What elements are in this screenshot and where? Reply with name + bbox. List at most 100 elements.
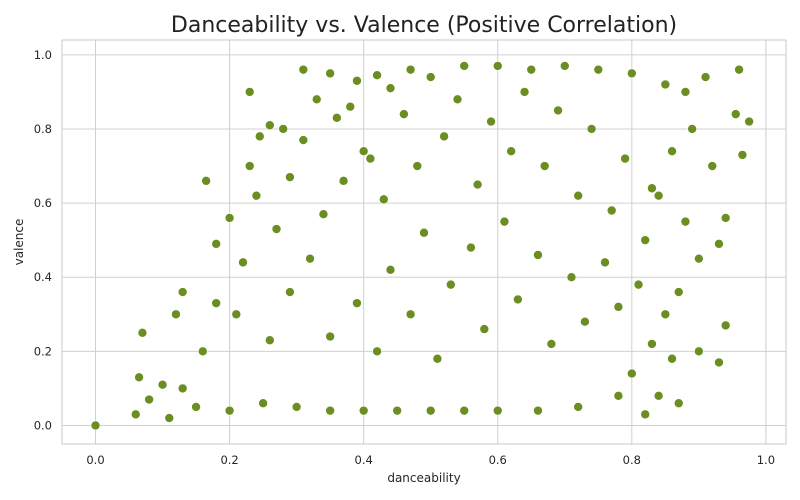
scatter-point	[439, 131, 449, 142]
scatter-point	[734, 64, 744, 75]
scatter-point	[673, 398, 684, 409]
scatter-point	[201, 176, 211, 186]
scatter-point	[305, 253, 315, 264]
scatter-point	[338, 176, 349, 186]
scatter-point	[144, 394, 154, 405]
scatter-point	[130, 409, 141, 420]
x-tick-label: 0.2	[220, 453, 238, 467]
scatter-point	[265, 335, 275, 346]
scatter-point	[425, 405, 436, 416]
x-tick-label: 0.0	[86, 453, 104, 467]
y-axis-label: valence	[12, 219, 26, 266]
scatter-point	[385, 264, 396, 275]
scatter-point	[714, 239, 724, 249]
scatter-point	[385, 83, 396, 93]
scatter-point	[519, 87, 530, 97]
scatter-point	[134, 372, 144, 383]
scatter-point	[311, 94, 322, 105]
scatter-point	[211, 298, 221, 308]
scatter-point	[365, 153, 376, 164]
x-tick-label: 1.0	[757, 453, 775, 467]
scatter-point	[600, 257, 610, 268]
scatter-point	[479, 324, 490, 334]
scatter-point	[680, 216, 691, 227]
scatter-point	[271, 224, 282, 234]
scatter-point	[640, 409, 651, 420]
x-tick-label: 0.4	[355, 453, 373, 467]
scatter-point	[425, 72, 436, 82]
x-axis-label: danceability	[387, 471, 460, 485]
scatter-point	[627, 368, 637, 379]
scatter-point	[157, 379, 168, 390]
scatter-point	[627, 68, 637, 79]
scatter-point	[633, 279, 644, 290]
scatter-point	[593, 64, 604, 75]
scatter-point	[171, 309, 181, 320]
scatter-point	[472, 179, 483, 190]
scatter-point	[573, 190, 583, 201]
scatter-point	[492, 405, 503, 416]
scatter-point	[730, 109, 741, 119]
y-tick-label: 1.0	[34, 48, 52, 62]
x-tick-label: 0.6	[489, 453, 507, 467]
scatter-point	[660, 309, 671, 320]
scatter-point	[345, 101, 356, 112]
scatter-point	[499, 216, 510, 227]
scatter-point	[647, 339, 657, 349]
scatter-point	[244, 87, 255, 97]
scatter-point	[392, 405, 402, 416]
scatter-point	[325, 405, 335, 416]
chart-title: Danceability vs. Valence (Positive Corre…	[171, 13, 677, 38]
scatter-point	[700, 72, 711, 82]
scatter-point	[737, 150, 748, 160]
scatter-point	[660, 79, 671, 90]
y-tick-label: 0.8	[34, 122, 52, 136]
scatter-point	[358, 405, 369, 416]
scatter-point	[224, 405, 235, 416]
scatter-point	[197, 346, 208, 357]
scatter-point	[332, 113, 342, 123]
scatter-point	[405, 64, 416, 75]
y-tick-label: 0.6	[34, 196, 52, 210]
scatter-point	[419, 227, 429, 238]
scatter-point	[258, 398, 268, 409]
scatter-point	[694, 253, 704, 264]
scatter-point	[254, 131, 265, 142]
scatter-point	[177, 383, 188, 394]
scatter-point	[539, 161, 550, 171]
scatter-point	[647, 183, 657, 194]
scatter-point	[573, 402, 583, 412]
scatter-point	[325, 331, 335, 342]
scatter-point	[177, 287, 188, 297]
scatter-point	[606, 205, 617, 216]
scatter-point	[546, 339, 557, 349]
scatter-point	[318, 209, 329, 220]
scatter-point	[231, 309, 242, 320]
scatter-point	[224, 213, 235, 223]
scatter-point	[667, 146, 677, 156]
x-axis-ticks: 0.0 0.2 0.4 0.6 0.8 1.0	[86, 453, 775, 467]
scatter-point	[744, 116, 754, 127]
scatter-point	[506, 146, 516, 156]
scatter-point	[720, 320, 731, 331]
scatter-point	[432, 353, 443, 364]
scatter-point	[559, 61, 570, 71]
scatter-point	[285, 172, 295, 182]
scatter-points	[90, 61, 754, 431]
scatter-point	[492, 61, 503, 71]
scatter-point	[285, 287, 295, 297]
scatter-point	[459, 61, 470, 71]
scatter-point	[325, 68, 335, 79]
scatter-point	[211, 239, 221, 249]
scatter-point	[164, 413, 175, 423]
scatter-point	[278, 124, 289, 134]
scatter-point	[466, 242, 476, 253]
scatter-point	[620, 153, 630, 164]
y-tick-label: 0.0	[34, 418, 52, 432]
scatter-point	[586, 124, 597, 134]
scatter-point	[687, 124, 697, 134]
scatter-point	[452, 94, 463, 105]
scatter-point	[191, 402, 201, 412]
scatter-point	[580, 316, 590, 327]
